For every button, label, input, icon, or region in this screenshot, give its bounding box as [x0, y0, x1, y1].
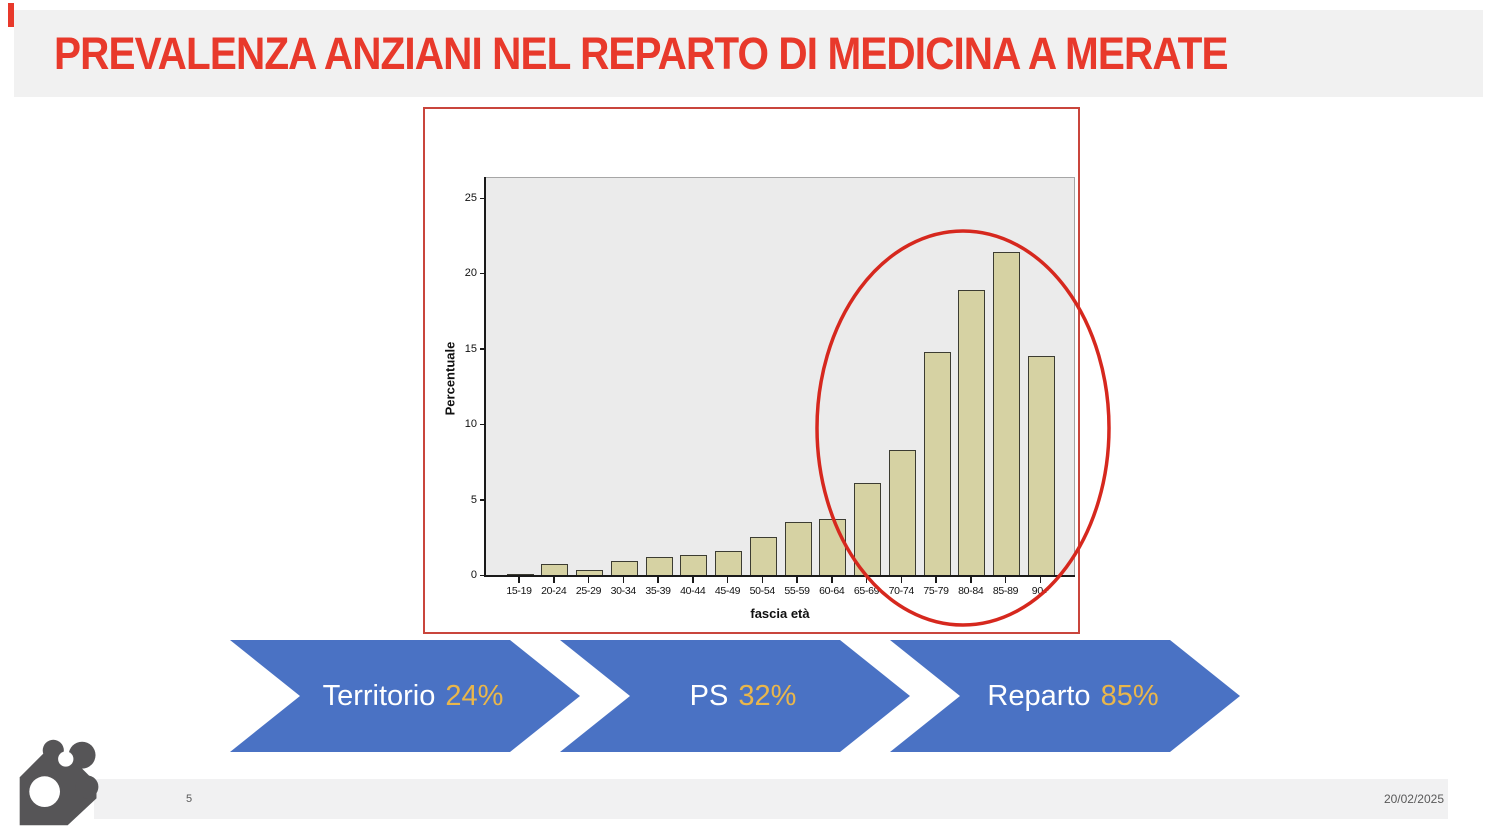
bar-40-44 [680, 555, 708, 576]
bar-35-39 [645, 556, 673, 576]
y-tick-label: 10 [464, 418, 477, 431]
bar-30-34 [610, 561, 638, 576]
x-tick-mark [970, 577, 972, 583]
slide-title: PREVALENZA ANZIANI NEL REPARTO DI MEDICI… [54, 27, 1229, 79]
x-category-label: 15-19 [506, 585, 532, 597]
y-tick-label: 15 [464, 342, 477, 355]
page-number: 5 [186, 793, 193, 805]
arrow-value: 32% [738, 679, 797, 712]
x-axis-title: fascia età [750, 606, 810, 621]
x-tick-mark [657, 577, 659, 583]
arrow-label: PS [689, 679, 729, 712]
x-tick-mark [692, 577, 694, 583]
x-tick-mark [900, 577, 902, 583]
x-tick-mark [518, 577, 520, 583]
x-category-label: 90+ [1031, 585, 1049, 597]
arrow-label: Reparto [987, 679, 1091, 712]
process-arrow-ps: PS 32% [560, 640, 910, 752]
y-axis-title: Percentuale [442, 341, 458, 416]
y-tick-mark [480, 423, 486, 426]
bar-55-59 [784, 522, 812, 576]
y-tick-label: 20 [464, 267, 477, 280]
x-axis-line [484, 575, 1075, 577]
bar-50-54 [749, 537, 777, 576]
y-tick-mark [480, 272, 486, 275]
chart-frame: Percentuale fascia età 0 5 10 15 20 25 15-19 20… [423, 107, 1080, 634]
arrow-value: 24% [445, 679, 504, 712]
x-tick-mark [726, 577, 729, 583]
x-category-label: 45-49 [714, 585, 741, 597]
bar-80-84 [958, 290, 986, 576]
x-tick-mark [622, 577, 624, 583]
y-tick-label: 0 [470, 569, 477, 581]
corner-accent-mark [8, 3, 14, 27]
footer-bar [94, 779, 1448, 819]
arrow-value: 85% [1100, 679, 1159, 712]
bar-70-74 [888, 449, 916, 576]
bar-25-29 [576, 570, 603, 576]
bar-60-64 [819, 519, 847, 576]
y-tick-label: 5 [470, 493, 477, 506]
x-category-label: 40-44 [680, 585, 706, 597]
bar-20-24 [541, 564, 569, 576]
bar-65-69 [854, 483, 881, 576]
company-logo [19, 739, 99, 826]
footer-date: 20/02/2025 [1383, 792, 1444, 806]
process-arrow-territorio: Territorio 24% [230, 640, 580, 752]
y-tick-mark [480, 348, 486, 350]
x-tick-mark [935, 577, 937, 583]
process-arrow-reparto: Reparto 85% [890, 640, 1240, 752]
x-tick-mark [553, 577, 555, 583]
bar-75-79 [923, 351, 951, 576]
y-tick-label: 25 [464, 192, 477, 204]
y-tick-mark [480, 499, 486, 501]
x-category-label: 30-34 [610, 585, 637, 597]
bar-90+ [1027, 356, 1055, 576]
bar-15-19 [506, 573, 534, 576]
x-category-label: 55-59 [784, 585, 810, 597]
arrow-label: Territorio [322, 679, 436, 712]
y-axis-line [484, 177, 486, 577]
x-tick-mark [1004, 577, 1007, 583]
x-tick-mark [865, 577, 868, 583]
title-banner: PREVALENZA ANZIANI NEL REPARTO DI MEDICI… [14, 10, 1483, 97]
x-tick-mark [796, 577, 798, 583]
y-tick-mark [480, 574, 486, 576]
x-category-label: 20-24 [541, 585, 567, 597]
x-category-label: 25-29 [575, 585, 602, 597]
x-tick-mark [761, 577, 763, 583]
x-tick-mark [1039, 577, 1041, 583]
x-tick-mark [587, 577, 590, 583]
chart-plot-area [486, 177, 1075, 576]
y-tick-mark [480, 197, 486, 199]
x-tick-mark [831, 577, 833, 583]
bar-45-49 [715, 550, 742, 576]
bar-85-89 [993, 252, 1020, 576]
x-category-label: 35-39 [645, 585, 671, 597]
x-category-label: 50-54 [749, 585, 776, 597]
